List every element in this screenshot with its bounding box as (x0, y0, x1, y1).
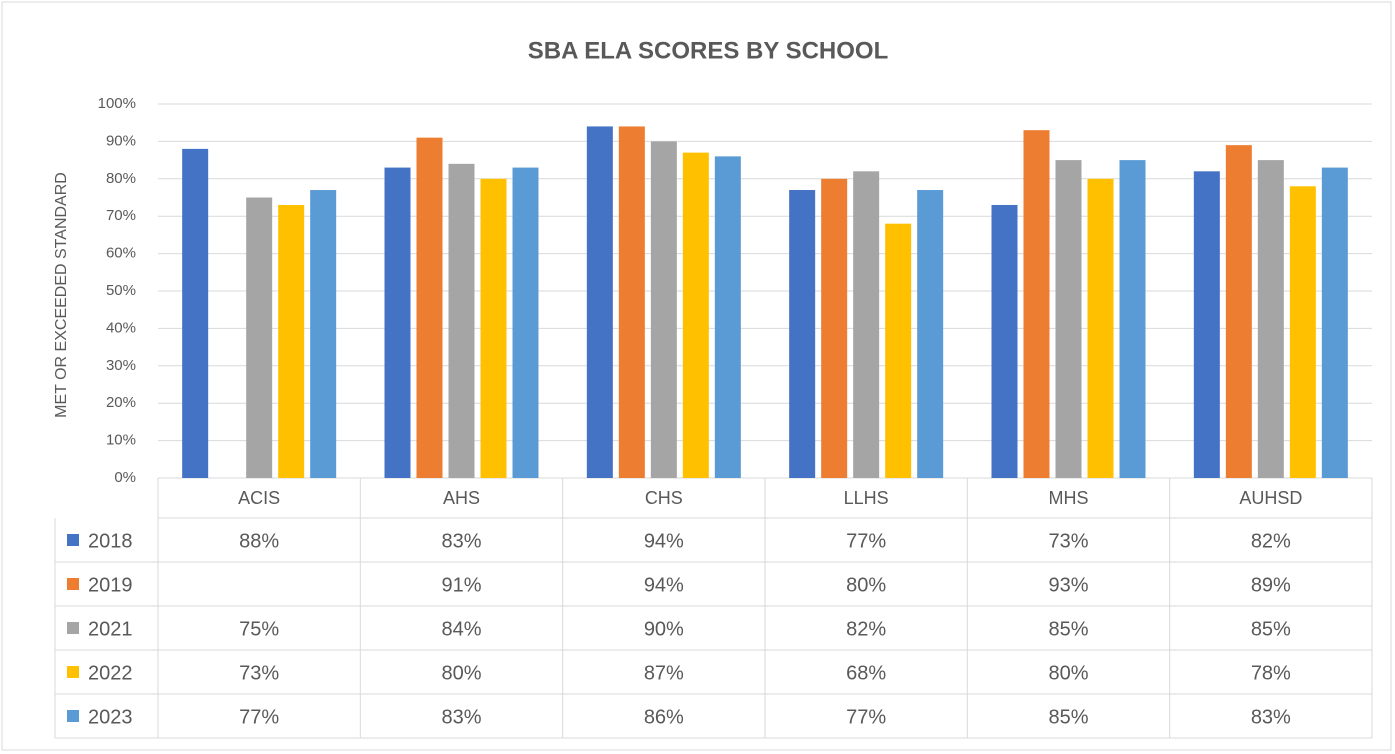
bar (991, 204, 1018, 479)
y-tick-label: 70% (106, 207, 136, 224)
data-label: 73% (239, 662, 279, 684)
bar (885, 223, 912, 478)
data-label: 83% (1251, 706, 1291, 728)
data-label: 82% (846, 618, 886, 640)
data-label: 83% (441, 706, 481, 728)
data-label: 90% (644, 618, 684, 640)
bar (278, 204, 305, 479)
data-label: 77% (846, 706, 886, 728)
bar (650, 141, 677, 478)
data-label: 87% (644, 662, 684, 684)
legend-swatch (67, 622, 79, 634)
bar (853, 171, 880, 478)
data-label: 77% (846, 530, 886, 552)
data-label: 84% (441, 618, 481, 640)
data-label: 80% (441, 662, 481, 684)
bar (1225, 145, 1252, 478)
data-label: 78% (1251, 662, 1291, 684)
data-label: 75% (239, 618, 279, 640)
y-tick-label: 40% (106, 319, 136, 336)
x-tick-label: ACIS (238, 488, 280, 508)
data-label: 88% (239, 530, 279, 552)
data-label: 68% (846, 662, 886, 684)
bar (917, 190, 944, 478)
y-tick-label: 80% (106, 170, 136, 187)
y-tick-label: 20% (106, 394, 136, 411)
legend-swatch (67, 666, 79, 678)
data-label: 93% (1048, 574, 1088, 596)
bar (586, 126, 613, 478)
x-tick-label: LLHS (844, 488, 889, 508)
data-label: 80% (1048, 662, 1088, 684)
bar (618, 126, 645, 478)
y-tick-label: 90% (106, 132, 136, 149)
bar (416, 137, 443, 478)
y-axis-title: MET OR EXCEEDED STANDARD (53, 172, 70, 418)
y-tick-label: 100% (98, 95, 136, 112)
x-tick-label: AUHSD (1239, 488, 1302, 508)
bar (714, 156, 741, 479)
bar (1321, 167, 1348, 478)
data-label: 94% (644, 530, 684, 552)
x-tick-label: CHS (645, 488, 683, 508)
data-label: 94% (644, 574, 684, 596)
bar (182, 148, 209, 478)
bar (310, 190, 337, 478)
data-label: 73% (1048, 530, 1088, 552)
data-label: 86% (644, 706, 684, 728)
y-tick-label: 60% (106, 245, 136, 262)
bar (682, 152, 709, 478)
bar (821, 178, 848, 479)
legend-label: 2018 (88, 530, 133, 552)
data-label: 82% (1251, 530, 1291, 552)
data-label: 91% (441, 574, 481, 596)
y-tick-label: 10% (106, 432, 136, 449)
bar (246, 197, 273, 478)
data-label: 85% (1251, 618, 1291, 640)
x-tick-label: AHS (443, 488, 480, 508)
x-tick-label: MHS (1049, 488, 1089, 508)
data-label: 85% (1048, 618, 1088, 640)
data-label: 83% (441, 530, 481, 552)
bar (1193, 171, 1220, 478)
bar (1055, 160, 1082, 478)
bar (1289, 186, 1316, 478)
legend-swatch (67, 578, 79, 590)
legend-label: 2019 (88, 574, 133, 596)
legend-swatch (67, 534, 79, 546)
bar (789, 190, 816, 478)
y-tick-label: 50% (106, 282, 136, 299)
legend-label: 2023 (88, 706, 133, 728)
data-label: 85% (1048, 706, 1088, 728)
bar (1087, 178, 1114, 479)
bar (512, 167, 539, 478)
data-label: 77% (239, 706, 279, 728)
legend-label: 2021 (88, 618, 133, 640)
bar (1119, 160, 1146, 478)
bar (384, 167, 411, 478)
data-label: 89% (1251, 574, 1291, 596)
bar (480, 178, 507, 479)
legend-label: 2022 (88, 662, 133, 684)
bar (1023, 130, 1050, 478)
y-tick-label: 0% (114, 469, 136, 486)
legend-swatch (67, 710, 79, 722)
data-label: 80% (846, 574, 886, 596)
bar (1257, 160, 1284, 478)
y-tick-label: 30% (106, 357, 136, 374)
chart-title: SBA ELA SCORES BY SCHOOL (528, 37, 889, 64)
bar (448, 163, 475, 478)
